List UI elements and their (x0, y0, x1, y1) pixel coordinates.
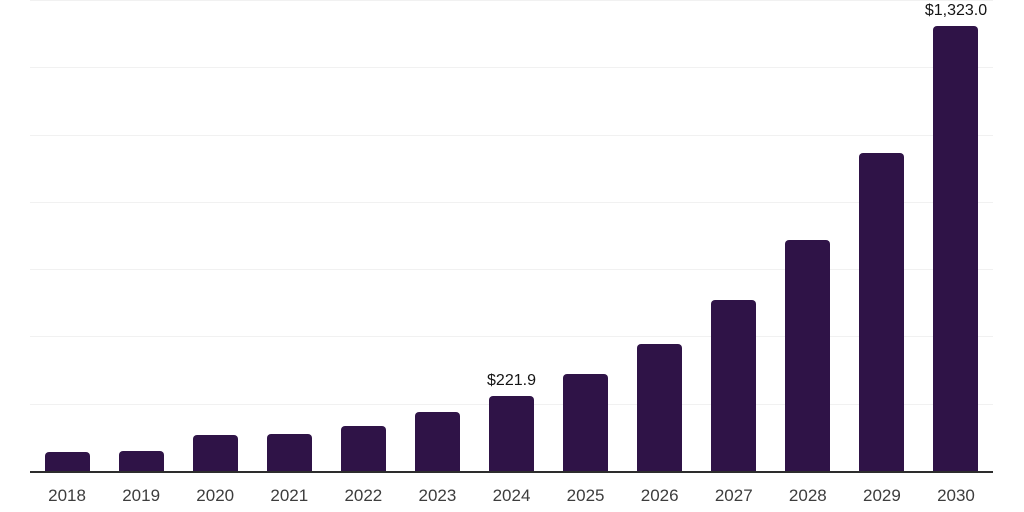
x-axis-label-2026: 2026 (640, 486, 679, 505)
bar-slot-2022 (326, 0, 400, 471)
bar-slot-2021 (252, 0, 326, 471)
x-axis-label-2022: 2022 (344, 486, 383, 505)
x-axis-label-2030: 2030 (937, 486, 975, 505)
bar-2018 (44, 452, 90, 471)
bar-2021 (266, 434, 312, 471)
x-axis-label-2025: 2025 (566, 486, 605, 505)
bar-2028 (785, 240, 831, 471)
x-axis-label-2018: 2018 (48, 486, 86, 505)
bar-2029 (859, 153, 905, 471)
bar-slot-2024: $221.9 (474, 0, 548, 471)
value-label-2024: $221.9 (487, 372, 536, 389)
gridline-800 (30, 202, 993, 203)
bar-slot-2030: $1,323.0 (919, 0, 993, 471)
bar-2026 (637, 344, 683, 471)
bar-slot-2026 (623, 0, 697, 471)
gridline-1200 (30, 67, 993, 68)
bar-2025 (563, 374, 609, 471)
plot-area: $221.9 $1,323.0 (30, 0, 993, 473)
bar-slot-2018 (30, 0, 104, 471)
bar-slot-2029 (845, 0, 919, 471)
gridline-1400 (30, 0, 993, 1)
x-axis-label-2028: 2028 (788, 486, 827, 505)
bar-2027 (711, 300, 757, 471)
x-axis-label-2024: 2024 (492, 486, 531, 505)
bar-slot-2025 (549, 0, 623, 471)
value-label-2030: $1,323.0 (924, 2, 988, 19)
x-axis-label-2019: 2019 (122, 486, 161, 505)
bar-2030: $1,323.0 (925, 2, 987, 471)
bar-slot-2020 (178, 0, 252, 471)
gridline-400 (30, 336, 993, 337)
gridline-600 (30, 269, 993, 270)
bar-2024: $221.9 (487, 372, 536, 471)
x-axis-label-2027: 2027 (714, 486, 753, 505)
bar-slot-2027 (697, 0, 771, 471)
bar-2020 (192, 435, 238, 471)
bar-2019 (118, 451, 164, 471)
bar-2023 (414, 412, 460, 471)
bar-slot-2023 (400, 0, 474, 471)
x-axis-label-2029: 2029 (862, 486, 901, 505)
x-axis-label-2023: 2023 (418, 486, 457, 505)
bars-row: $221.9 $1,323.0 (30, 0, 993, 471)
x-axis-labels: 2018 2019 2020 2021 2022 2023 2024 2025 2026 2027… (30, 473, 993, 506)
bar-2022 (340, 426, 386, 471)
bar-slot-2028 (771, 0, 845, 471)
x-axis-label-2020: 2020 (196, 486, 235, 505)
gridline-1000 (30, 135, 993, 136)
x-axis-label-2021: 2021 (270, 486, 309, 505)
bar-slot-2019 (104, 0, 178, 471)
